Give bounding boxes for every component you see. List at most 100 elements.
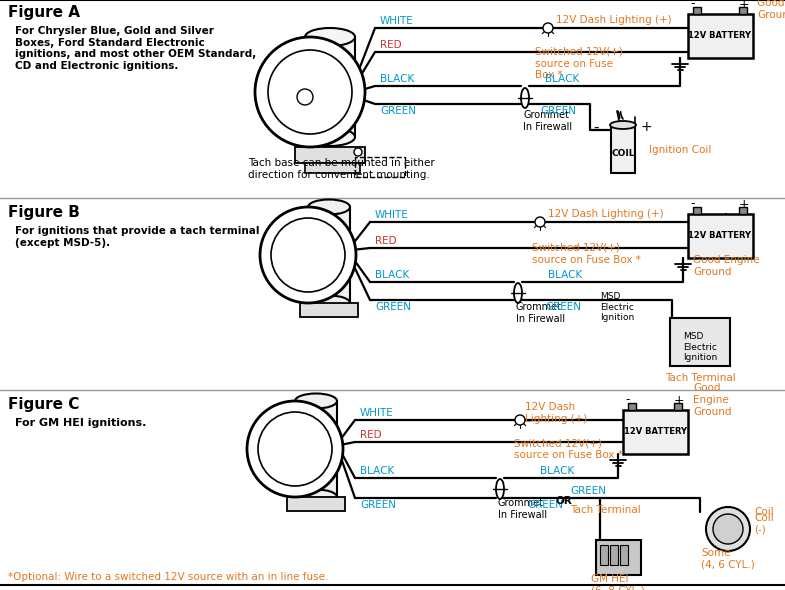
Bar	[295, 401, 337, 497]
Bar	[693, 7, 701, 14]
Text: Figure B: Figure B	[8, 205, 80, 221]
Text: WHITE: WHITE	[375, 210, 409, 220]
Text: GREEN: GREEN	[375, 302, 411, 312]
Text: 12V Dash Lighting (+): 12V Dash Lighting (+)	[556, 15, 672, 25]
Bar	[674, 403, 682, 410]
Ellipse shape	[521, 88, 529, 108]
Circle shape	[535, 217, 545, 227]
Text: 12V BATTERY: 12V BATTERY	[688, 31, 751, 41]
Text: OR: OR	[556, 496, 573, 506]
Circle shape	[515, 415, 525, 425]
Text: GREEN: GREEN	[540, 106, 576, 116]
Text: Grommet
In Firewall: Grommet In Firewall	[516, 302, 565, 324]
Text: Grommet
In Firewall: Grommet In Firewall	[498, 498, 547, 520]
Circle shape	[271, 218, 345, 292]
Text: -: -	[690, 198, 695, 211]
Text: For GM HEI ignitions.: For GM HEI ignitions.	[15, 418, 146, 428]
Ellipse shape	[308, 296, 350, 310]
Text: Switched 12V(+)
source on Fuse Box *: Switched 12V(+) source on Fuse Box *	[532, 243, 641, 264]
Ellipse shape	[308, 199, 350, 215]
Text: 12V Dash
Lighting (+): 12V Dash Lighting (+)	[525, 402, 587, 424]
Text: COIL: COIL	[612, 149, 635, 158]
Text: Grommet
In Firewall: Grommet In Firewall	[523, 110, 572, 132]
Text: Figure C: Figure C	[8, 398, 79, 412]
Text: -: -	[593, 120, 598, 135]
Text: For ignitions that provide a tach terminal
(except MSD-5).: For ignitions that provide a tach termin…	[15, 226, 260, 248]
Bar	[611, 125, 635, 173]
Bar	[355, 157, 405, 177]
Ellipse shape	[610, 121, 636, 129]
Text: GREEN: GREEN	[360, 500, 396, 510]
Text: BLACK: BLACK	[540, 466, 575, 476]
Text: -: -	[625, 394, 630, 407]
Bar	[300, 303, 358, 317]
Bar	[693, 207, 701, 214]
Text: Good Engine
Ground: Good Engine Ground	[693, 255, 760, 277]
Text: GREEN: GREEN	[570, 486, 606, 496]
Bar	[305, 37, 355, 137]
Text: +: +	[739, 0, 749, 11]
Text: For Chrysler Blue, Gold and Silver
Boxes, Ford Standard Electronic
ignitions, an: For Chrysler Blue, Gold and Silver Boxes…	[15, 26, 256, 71]
Text: GM HEI
(6, 8 CYL.): GM HEI (6, 8 CYL.)	[591, 574, 644, 590]
Text: BLACK: BLACK	[360, 466, 394, 476]
Ellipse shape	[496, 479, 504, 499]
Text: 12V Dash Lighting (+): 12V Dash Lighting (+)	[548, 209, 663, 219]
Text: 12V BATTERY: 12V BATTERY	[623, 428, 687, 437]
Bar	[670, 318, 730, 366]
Text: +: +	[739, 198, 749, 211]
Text: BLACK: BLACK	[380, 74, 414, 84]
Circle shape	[297, 89, 313, 105]
Text: Good Engine
Ground: Good Engine Ground	[757, 0, 785, 20]
Text: 12V BATTERY: 12V BATTERY	[688, 231, 751, 241]
Text: +: +	[641, 120, 652, 134]
Text: Tach Terminal: Tach Terminal	[570, 505, 641, 515]
Text: RED: RED	[380, 40, 402, 50]
Text: Switched 12V(+)
source on Fuse Box *: Switched 12V(+) source on Fuse Box *	[514, 438, 623, 460]
Circle shape	[543, 23, 553, 33]
Text: *Optional: Wire to a switched 12V source with an in line fuse.: *Optional: Wire to a switched 12V source…	[8, 572, 328, 582]
Ellipse shape	[514, 283, 522, 303]
Bar	[739, 207, 747, 214]
Bar	[620, 545, 628, 565]
Text: BLACK: BLACK	[545, 74, 579, 84]
Circle shape	[706, 507, 750, 551]
Circle shape	[713, 514, 743, 544]
Bar	[305, 163, 360, 173]
Text: GREEN: GREEN	[380, 106, 416, 116]
Text: Figure A: Figure A	[8, 5, 80, 21]
Bar	[610, 545, 618, 565]
Bar	[295, 147, 365, 163]
Bar	[628, 403, 636, 410]
Text: MSD
Electric
Ignition: MSD Electric Ignition	[600, 292, 634, 322]
Bar	[739, 7, 747, 14]
Circle shape	[354, 148, 362, 156]
Circle shape	[247, 401, 343, 497]
Text: RED: RED	[360, 430, 382, 440]
Bar	[308, 207, 350, 303]
Text: Coil
(-): Coil (-)	[754, 513, 774, 535]
Bar	[600, 545, 608, 565]
Circle shape	[258, 412, 332, 486]
Text: GREEN: GREEN	[527, 500, 563, 510]
Bar	[287, 497, 345, 511]
Text: BLACK: BLACK	[548, 270, 582, 280]
Circle shape	[255, 37, 365, 147]
Bar	[688, 14, 753, 58]
Bar	[623, 410, 688, 454]
Text: Ignition Coil: Ignition Coil	[649, 145, 711, 155]
Text: -: -	[690, 0, 695, 11]
Text: +: +	[674, 394, 684, 407]
Bar	[596, 540, 641, 575]
Circle shape	[260, 207, 356, 303]
Text: Tach Terminal: Tach Terminal	[665, 373, 736, 383]
Text: Good
Engine
Ground: Good Engine Ground	[693, 384, 732, 417]
Text: WHITE: WHITE	[380, 16, 414, 26]
Text: BLACK: BLACK	[375, 270, 409, 280]
Text: Switched 12V(+)
source on Fuse
Box *: Switched 12V(+) source on Fuse Box *	[535, 47, 623, 80]
Text: GREEN: GREEN	[545, 302, 581, 312]
Ellipse shape	[295, 394, 337, 408]
Text: WHITE: WHITE	[360, 408, 394, 418]
Circle shape	[268, 50, 352, 134]
Text: RED: RED	[375, 236, 396, 246]
Ellipse shape	[305, 28, 355, 46]
